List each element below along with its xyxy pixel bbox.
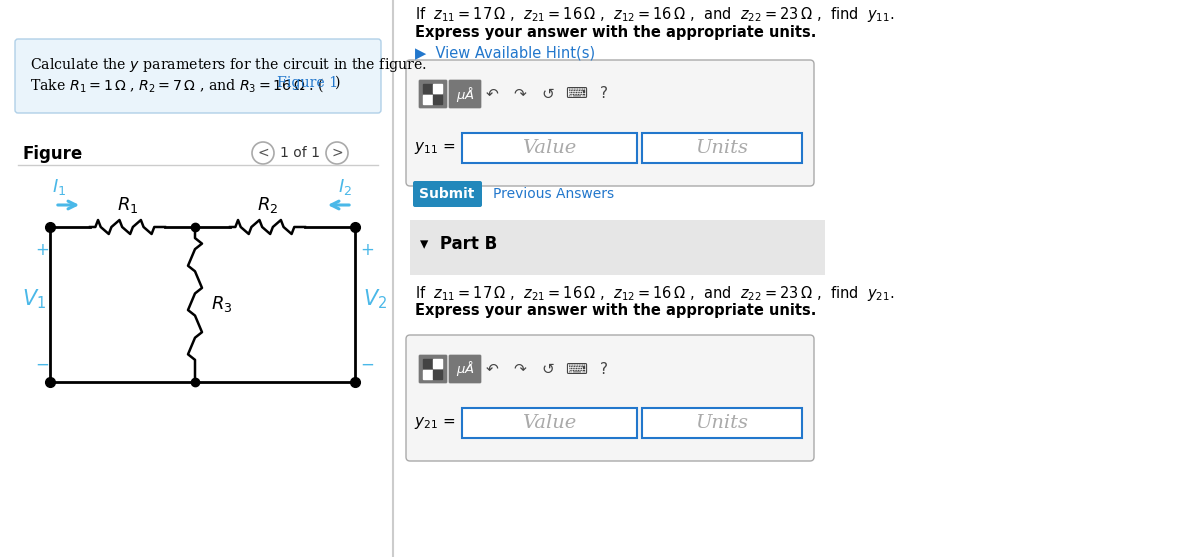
Text: ↺: ↺ <box>541 86 554 101</box>
Text: Express your answer with the appropriate units.: Express your answer with the appropriate… <box>415 303 816 318</box>
Text: ?: ? <box>600 86 608 101</box>
Text: $\mu\AA$: $\mu\AA$ <box>456 85 474 104</box>
FancyBboxPatch shape <box>449 80 481 108</box>
Text: ↶: ↶ <box>486 86 498 101</box>
Text: −: − <box>35 356 49 374</box>
Text: Figure: Figure <box>22 145 83 163</box>
Text: $\mu\AA$: $\mu\AA$ <box>456 359 474 379</box>
Text: $y_{21}$ =: $y_{21}$ = <box>414 415 456 431</box>
Text: ): ) <box>335 76 341 90</box>
FancyBboxPatch shape <box>406 335 814 461</box>
Text: If  $z_{11} = 17\,\Omega$ ,  $z_{21} = 16\,\Omega$ ,  $z_{12} = 16\,\Omega$ ,  a: If $z_{11} = 17\,\Omega$ , $z_{21} = 16\… <box>415 284 894 303</box>
Bar <box>424 95 432 104</box>
Text: $I_1$: $I_1$ <box>52 177 66 197</box>
Text: Units: Units <box>696 414 749 432</box>
Text: $I_2$: $I_2$ <box>338 177 352 197</box>
Text: $V_1$: $V_1$ <box>22 288 46 311</box>
Text: 1 of 1: 1 of 1 <box>280 146 320 160</box>
FancyBboxPatch shape <box>410 220 826 275</box>
Text: +: + <box>35 241 49 259</box>
Text: If  $z_{11} = 17\,\Omega$ ,  $z_{21} = 16\,\Omega$ ,  $z_{12} = 16\,\Omega$ ,  a: If $z_{11} = 17\,\Omega$ , $z_{21} = 16\… <box>415 5 894 24</box>
Text: ⌨: ⌨ <box>565 361 587 377</box>
Text: ?: ? <box>600 361 608 377</box>
FancyBboxPatch shape <box>462 408 637 438</box>
Bar <box>433 84 442 93</box>
Text: Value: Value <box>522 139 576 157</box>
Bar <box>433 95 442 104</box>
Text: ↷: ↷ <box>514 361 527 377</box>
FancyBboxPatch shape <box>14 39 382 113</box>
FancyBboxPatch shape <box>642 133 802 163</box>
Text: Value: Value <box>522 414 576 432</box>
Bar <box>424 84 432 93</box>
Text: ▶  View Available Hint(s): ▶ View Available Hint(s) <box>415 45 595 60</box>
Bar <box>424 359 432 368</box>
Text: Express your answer with the appropriate units.: Express your answer with the appropriate… <box>415 25 816 40</box>
Text: $R_1$: $R_1$ <box>116 195 138 215</box>
Text: +: + <box>360 241 374 259</box>
Text: ⌨: ⌨ <box>565 86 587 101</box>
Text: Submit: Submit <box>419 187 475 201</box>
FancyBboxPatch shape <box>419 355 446 383</box>
Text: <: < <box>257 146 269 160</box>
Bar <box>424 370 432 379</box>
FancyBboxPatch shape <box>642 408 802 438</box>
FancyBboxPatch shape <box>462 133 637 163</box>
Text: Previous Answers: Previous Answers <box>493 187 614 201</box>
Text: $R_3$: $R_3$ <box>211 295 233 315</box>
Text: ↺: ↺ <box>541 361 554 377</box>
FancyBboxPatch shape <box>449 355 481 383</box>
Text: Calculate the $y$ parameters for the circuit in the figure.: Calculate the $y$ parameters for the cir… <box>30 56 427 74</box>
Text: ↶: ↶ <box>486 361 498 377</box>
Text: $R_2$: $R_2$ <box>257 195 278 215</box>
Text: ↷: ↷ <box>514 86 527 101</box>
FancyBboxPatch shape <box>413 181 482 207</box>
Bar <box>433 370 442 379</box>
Text: Figure 1: Figure 1 <box>277 76 338 90</box>
Bar <box>433 359 442 368</box>
Text: −: − <box>360 356 374 374</box>
Text: $V_2$: $V_2$ <box>362 288 388 311</box>
Text: Take $R_1 = 1\,\Omega$ , $R_2 = 7\,\Omega$ , and $R_3 = 16\,\Omega$ . (: Take $R_1 = 1\,\Omega$ , $R_2 = 7\,\Omeg… <box>30 76 324 94</box>
Text: Units: Units <box>696 139 749 157</box>
FancyBboxPatch shape <box>406 60 814 186</box>
Text: ▾  Part B: ▾ Part B <box>420 235 497 253</box>
FancyBboxPatch shape <box>419 80 446 108</box>
Text: $y_{11}$ =: $y_{11}$ = <box>414 140 456 156</box>
Text: >: > <box>331 146 343 160</box>
